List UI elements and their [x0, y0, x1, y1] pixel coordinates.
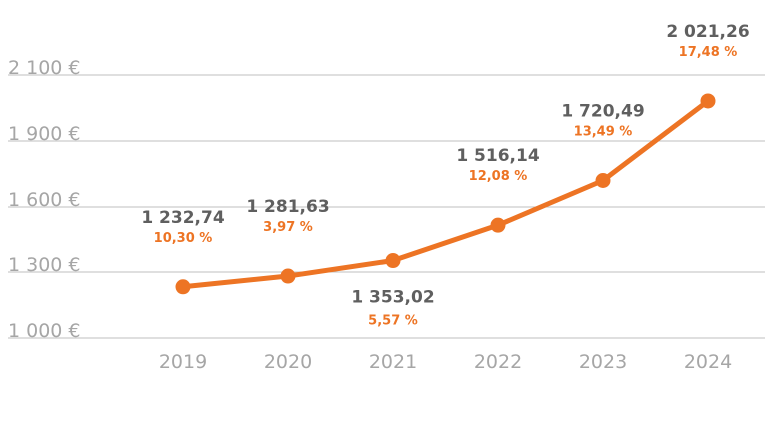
data-labels: 1 232,74 10,30 % 1 281,63 3,97 % 1 353,02 5,5… — [141, 22, 749, 329]
series-line — [180, 98, 711, 290]
data-point — [700, 93, 716, 109]
grid-lines — [8, 74, 765, 339]
percent-label: 17,48 % — [679, 45, 738, 60]
value-label: 1 353,02 — [351, 288, 434, 308]
data-point — [385, 253, 401, 269]
x-tick-label: 2023 — [579, 351, 627, 373]
x-tick-label: 2019 — [159, 351, 207, 373]
x-tick-label: 2024 — [684, 351, 732, 373]
data-point — [175, 279, 191, 295]
percent-label: 12,08 % — [469, 169, 528, 184]
percent-label: 13,49 % — [574, 124, 633, 139]
y-axis-tick-labels: 1 000 € 1 300 € 1 600 € 1 900 € 2 100 € — [8, 57, 81, 342]
y-tick-label: 1 300 € — [8, 254, 81, 276]
percent-label: 10,30 % — [154, 231, 213, 246]
data-point — [490, 217, 506, 233]
percent-label: 5,57 % — [368, 314, 418, 329]
x-axis-tick-labels: 2019 2020 2021 2022 2023 2024 — [159, 351, 732, 373]
y-tick-label: 1 900 € — [8, 123, 81, 145]
series-line-group — [175, 93, 716, 295]
percent-label: 3,97 % — [263, 220, 313, 235]
x-tick-label: 2022 — [474, 351, 522, 373]
value-label: 1 232,74 — [141, 208, 225, 228]
x-tick-label: 2020 — [264, 351, 312, 373]
x-tick-label: 2021 — [369, 351, 417, 373]
data-point — [595, 172, 611, 188]
data-point — [280, 268, 296, 284]
y-tick-label: 1 000 € — [8, 320, 81, 342]
y-tick-label: 2 100 € — [8, 57, 81, 79]
value-label: 1 516,14 — [456, 146, 540, 166]
value-label: 2 021,26 — [666, 22, 749, 42]
value-label: 1 281,63 — [246, 197, 329, 217]
value-label: 1 720,49 — [561, 101, 644, 121]
y-tick-label: 1 600 € — [8, 189, 81, 211]
